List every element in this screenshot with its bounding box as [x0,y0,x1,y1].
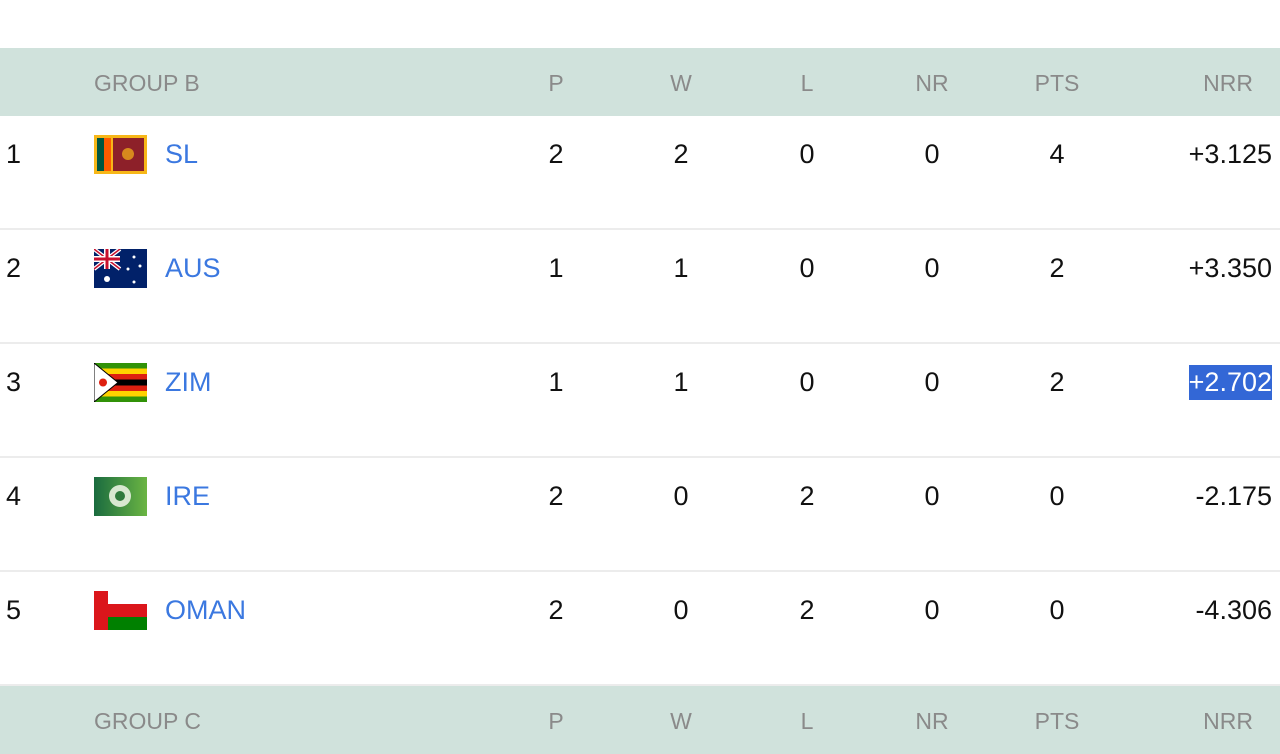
cell-p: 2 [548,481,564,511]
group-b-header: GROUP B P W L NR PTS NRR [0,48,1280,116]
sri-lanka-flag-icon [94,135,147,174]
team-link[interactable]: IRE [165,481,211,511]
cell-p: 2 [548,595,564,625]
cell-nr: 0 [924,595,940,625]
cell-nrr: -2.175 [1195,481,1272,511]
cell-pts: 2 [1049,253,1065,283]
ireland-cricket-flag-icon [94,477,147,516]
col-nrr: NRR [1203,70,1253,96]
team-link[interactable]: SL [165,139,199,169]
cell-l: 0 [799,367,815,397]
position: 4 [6,481,22,511]
cell-nr: 0 [924,139,940,169]
group-title: GROUP C [94,708,201,734]
col-nr: NR [915,70,949,96]
team-link[interactable]: AUS [165,253,221,283]
cell-nrr: +2.702 [1188,365,1272,400]
cell-l: 2 [799,595,815,625]
col-p: P [548,708,564,734]
table-row: 3 ZIM 1 1 0 0 2 +2.702 [0,344,1280,458]
position: 1 [6,139,22,169]
cell-nrr: +3.125 [1188,139,1272,169]
cell-l: 0 [799,139,815,169]
col-p: P [548,70,564,96]
group-title: GROUP B [94,70,200,96]
col-l: L [800,708,814,734]
cell-pts: 4 [1049,139,1065,169]
cell-nr: 0 [924,253,940,283]
table-row: 4 IRE 2 0 2 0 0 -2.175 [0,458,1280,572]
cell-p: 2 [548,139,564,169]
cell-l: 2 [799,481,815,511]
cell-pts: 0 [1049,481,1065,511]
cell-w: 2 [673,139,689,169]
cell-nr: 0 [924,367,940,397]
cell-nrr: +3.350 [1188,253,1272,283]
cell-pts: 2 [1049,367,1065,397]
position: 5 [6,595,22,625]
position: 2 [6,253,22,283]
col-w: W [670,708,692,734]
table-row: 2 AUS 1 1 0 0 2 +3.350 [0,230,1280,344]
group-c-header: GROUP C P W L NR PTS NRR [0,686,1280,754]
cell-l: 0 [799,253,815,283]
zimbabwe-flag-icon [94,363,147,402]
col-pts: PTS [1034,70,1080,96]
col-nrr: NRR [1203,708,1253,734]
cell-nr: 0 [924,481,940,511]
cell-pts: 0 [1049,595,1065,625]
table-row: 1 SL 2 2 0 0 4 +3.125 [0,116,1280,230]
team-link[interactable]: ZIM [165,367,212,397]
oman-flag-icon [94,591,147,630]
table-row: 5 OMAN 2 0 2 0 0 -4.306 [0,572,1280,686]
position: 3 [6,367,22,397]
col-pts: PTS [1034,708,1080,734]
col-w: W [670,70,692,96]
col-nr: NR [915,708,949,734]
australia-flag-icon [94,249,147,288]
team-link[interactable]: OMAN [165,595,246,625]
cell-w: 1 [673,367,689,397]
cell-p: 1 [548,367,564,397]
cell-nrr: -4.306 [1195,595,1272,625]
cell-p: 1 [548,253,564,283]
col-l: L [800,70,814,96]
cell-w: 0 [673,481,689,511]
cell-w: 0 [673,595,689,625]
cell-w: 1 [673,253,689,283]
